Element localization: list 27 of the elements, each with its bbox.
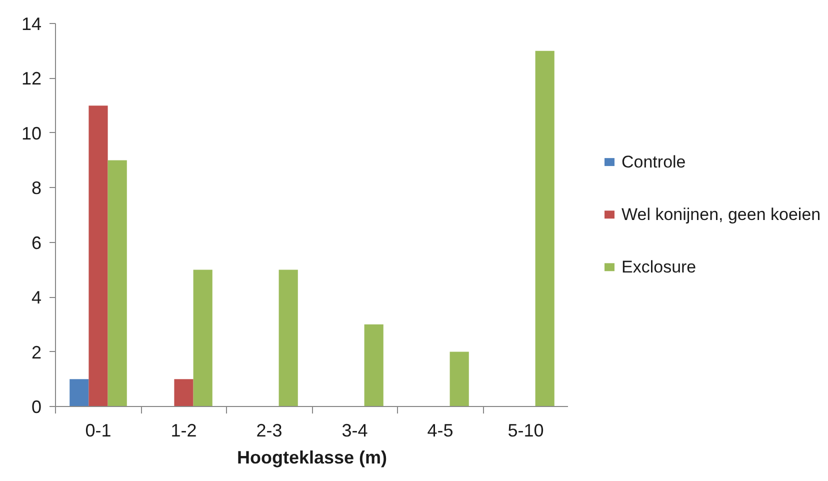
bar	[88, 106, 108, 406]
bar	[450, 352, 469, 406]
y-tick-label: 8	[31, 178, 42, 198]
bar	[364, 324, 384, 406]
legend-label: Controle	[622, 152, 686, 172]
legend-label: Exclosure	[622, 258, 696, 277]
x-tick-label: 2-3	[256, 420, 282, 440]
bar	[193, 270, 212, 406]
y-tick-label: 6	[31, 232, 42, 253]
y-tick-label: 10	[21, 123, 42, 144]
x-tick-label: 0-1	[85, 420, 112, 440]
x-tick-label: 4-5	[427, 420, 454, 440]
legend-label: Wel konijnen, geen koeien	[622, 205, 821, 224]
y-tick-label: 0	[31, 397, 42, 417]
bar	[70, 379, 89, 406]
bar	[108, 160, 127, 406]
x-tick-label: 5-10	[508, 420, 544, 440]
y-tick-label: 14	[21, 14, 42, 34]
x-axis-title: Hoogteklasse (m)	[236, 448, 388, 468]
bar	[278, 270, 298, 406]
y-tick-label: 2	[31, 342, 42, 362]
y-tick-label: 4	[31, 288, 42, 308]
x-tick-label: 1-2	[170, 420, 197, 440]
bar	[174, 379, 194, 406]
bar	[535, 50, 554, 406]
x-tick-label: 3-4	[342, 420, 368, 440]
y-tick-label: 12	[21, 68, 42, 89]
